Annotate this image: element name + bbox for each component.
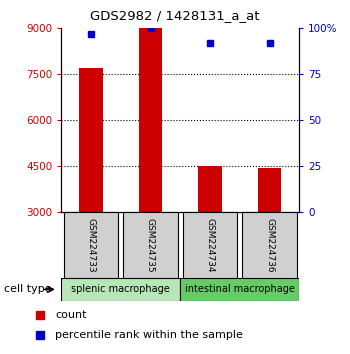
Bar bbox=[183, 212, 237, 278]
Text: count: count bbox=[55, 310, 87, 320]
Text: percentile rank within the sample: percentile rank within the sample bbox=[55, 330, 243, 339]
Text: GDS2982 / 1428131_a_at: GDS2982 / 1428131_a_at bbox=[90, 9, 260, 22]
Bar bbox=[123, 212, 178, 278]
Text: GSM224733: GSM224733 bbox=[86, 218, 96, 273]
Text: cell type: cell type bbox=[4, 284, 51, 295]
Bar bbox=[79, 68, 103, 212]
Bar bbox=[258, 168, 281, 212]
Text: intestinal macrophage: intestinal macrophage bbox=[185, 284, 295, 295]
Bar bbox=[242, 212, 297, 278]
Bar bbox=[61, 278, 180, 301]
Bar bbox=[198, 166, 222, 212]
Bar bbox=[64, 212, 118, 278]
Bar bbox=[180, 278, 299, 301]
Bar bbox=[139, 28, 162, 212]
Text: splenic macrophage: splenic macrophage bbox=[71, 284, 170, 295]
Text: GSM224735: GSM224735 bbox=[146, 218, 155, 273]
Text: GSM224736: GSM224736 bbox=[265, 218, 274, 273]
Text: GSM224734: GSM224734 bbox=[205, 218, 215, 272]
